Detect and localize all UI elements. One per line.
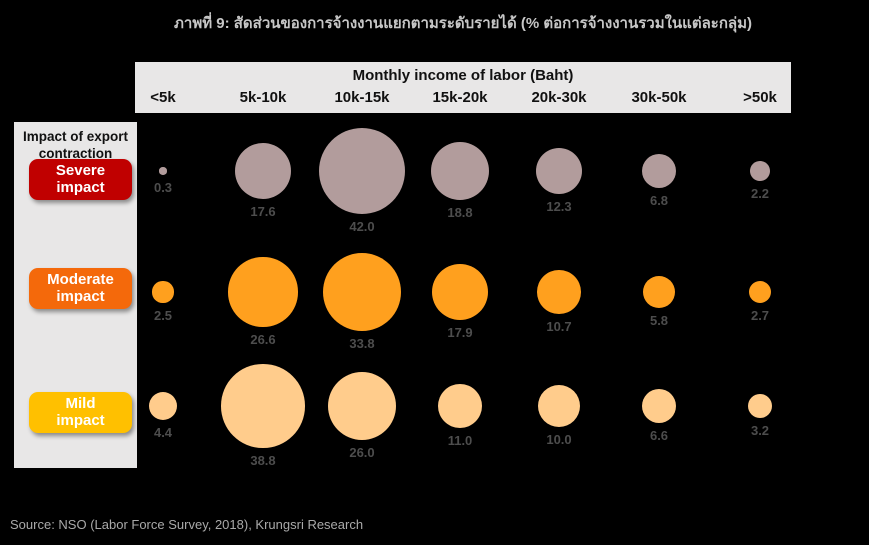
bubble-row1-col6 bbox=[748, 280, 771, 303]
bubble-row0-col6 bbox=[750, 161, 770, 181]
bubble-value-row2-col3: 11.0 bbox=[447, 433, 473, 449]
bubble-value-row1-col0: 2.5 bbox=[153, 307, 173, 323]
bubble-row2-col0 bbox=[148, 391, 178, 421]
bubble-value-row1-col4: 10.7 bbox=[546, 318, 572, 334]
bubble-row1-col5 bbox=[642, 275, 676, 309]
bubble-value-row1-col3: 17.9 bbox=[447, 325, 473, 341]
bubble-row1-col4 bbox=[537, 270, 581, 314]
figure-title: ภาพที่ 9: สัดส่วนของการจ้างงานแยกตามระดั… bbox=[174, 15, 752, 32]
income-column-label-2: 10k-15k bbox=[334, 89, 390, 106]
legend-severe-impact: Severe impact bbox=[29, 159, 132, 200]
bubble-value-row1-col5: 5.8 bbox=[649, 313, 669, 329]
legend-severe-impact-label: Severe impact bbox=[55, 161, 106, 196]
bubble-value-row2-col6: 3.2 bbox=[750, 422, 770, 438]
bubble-value-row1-col1: 26.6 bbox=[250, 331, 276, 347]
income-axis-header: Monthly income of labor (Baht) <5k 5k-10k… bbox=[135, 62, 791, 113]
bubble-value-row0-col1: 17.6 bbox=[250, 204, 276, 220]
bubble-value-row2-col2: 26.0 bbox=[349, 445, 375, 461]
bubble-value-row2-col5: 6.6 bbox=[649, 428, 669, 444]
bubble-row1-col3 bbox=[431, 263, 489, 321]
bubble-value-row0-col3: 18.8 bbox=[447, 205, 473, 221]
bubble-row0-col0 bbox=[159, 167, 167, 175]
bubble-row2-col5 bbox=[641, 388, 677, 424]
bubble-row0-col2 bbox=[318, 127, 406, 215]
bubble-row2-col2 bbox=[327, 371, 397, 441]
bubble-row2-col1 bbox=[221, 364, 305, 448]
bubble-value-row2-col1: 38.8 bbox=[250, 452, 276, 468]
bubble-value-row2-col4: 10.0 bbox=[546, 432, 572, 448]
bubble-value-row0-col0: 0.3 bbox=[153, 179, 173, 195]
source-note: Source: NSO (Labor Force Survey, 2018), … bbox=[10, 517, 364, 532]
bubble-row1-col1 bbox=[228, 257, 298, 327]
legend-moderate-impact: Moderate impact bbox=[29, 268, 132, 309]
bubble-row0-col3 bbox=[430, 141, 490, 201]
bubble-value-row1-col2: 33.8 bbox=[349, 335, 375, 351]
impact-legend-title: Impact of export contraction bbox=[22, 129, 128, 161]
bubble-value-row0-col6: 2.2 bbox=[750, 185, 770, 201]
bubble-value-row0-col5: 6.8 bbox=[649, 193, 669, 209]
income-column-label-5: 30k-50k bbox=[631, 89, 687, 106]
bubble-row2-col4 bbox=[537, 384, 581, 428]
bubble-value-row0-col4: 12.3 bbox=[546, 199, 572, 215]
bubble-row2-col6 bbox=[748, 394, 772, 418]
bubble-row0-col4 bbox=[535, 147, 583, 195]
legend-mild-impact: Mild impact bbox=[29, 392, 132, 433]
bubble-row2-col3 bbox=[437, 383, 483, 429]
bubble-row0-col5 bbox=[641, 153, 677, 189]
legend-mild-impact-label: Mild impact bbox=[56, 394, 105, 429]
bubble-row1-col0 bbox=[152, 281, 174, 303]
income-column-label-6: >50k bbox=[743, 89, 777, 106]
income-column-label-1: 5k-10k bbox=[239, 89, 287, 106]
income-column-label-4: 20k-30k bbox=[531, 89, 587, 106]
income-column-label-3: 15k-20k bbox=[432, 89, 488, 106]
income-column-label-0: <5k bbox=[150, 89, 176, 106]
legend-moderate-impact-label: Moderate impact bbox=[47, 270, 114, 305]
income-column-labels: <5k 5k-10k 10k-15k 15k-20k 20k-30k 30k-50k >50… bbox=[135, 62, 791, 113]
bubble-row1-col2 bbox=[323, 253, 401, 331]
income-axis-title: Monthly income of labor (Baht) bbox=[352, 67, 574, 84]
bubble-value-row1-col6: 2.7 bbox=[750, 308, 770, 323]
bubble-value-row0-col2: 42.0 bbox=[349, 219, 375, 235]
bubble-value-row2-col0: 4.4 bbox=[153, 425, 173, 441]
bubble-row0-col1 bbox=[234, 142, 292, 200]
impact-legend-panel: Impact of export contraction Severe impa… bbox=[14, 122, 137, 468]
